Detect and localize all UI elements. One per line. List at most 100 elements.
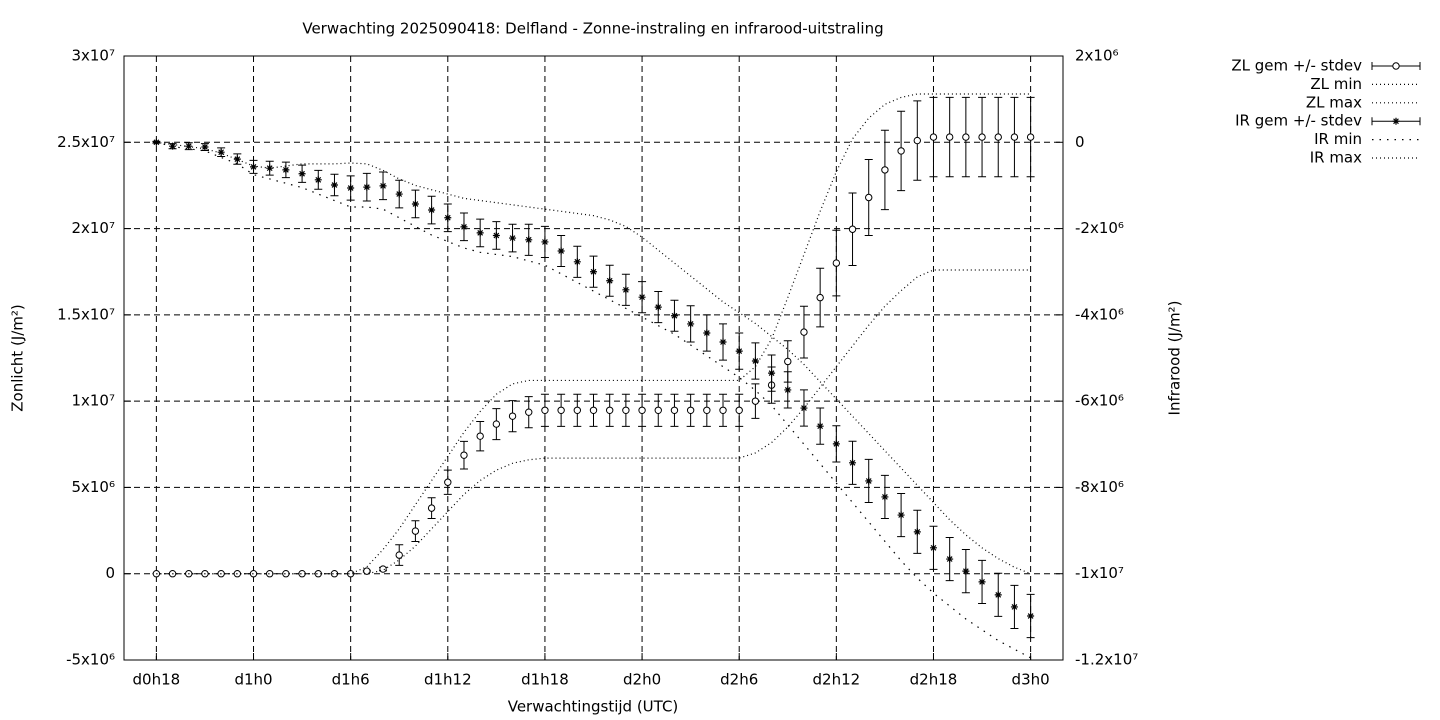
y2-tick-label: 0 [1075,133,1085,151]
legend-marker [1392,62,1400,70]
legend-label: ZL max [1306,93,1362,111]
data-point [946,555,954,563]
plot-frame [123,55,1064,661]
legend-label: IR min [1314,130,1362,148]
x-tick-label: d2h18 [910,671,958,689]
data-point [460,451,468,459]
data-point [849,459,857,467]
data-point [1027,612,1035,620]
data-point [978,133,986,141]
data-point [800,404,808,412]
data-point [460,223,468,231]
data-point [363,183,371,191]
y2-tick-label: -1.2x10⁷ [1075,651,1138,669]
x-tick-label: d2h12 [813,671,861,689]
y-axis-label: Zonlicht (J/m²) [9,304,27,412]
y2-tick-label: -2x10⁶ [1075,219,1124,237]
data-point [330,181,338,189]
y-tick-label: 0 [105,564,115,582]
data-point [152,138,160,146]
data-point [492,420,501,428]
data-point [379,565,387,573]
legend-label: ZL min [1310,75,1362,93]
x-tick-label: d2h6 [720,671,758,689]
y2-tick-label: 2x10⁶ [1075,47,1119,65]
data-point [654,406,662,414]
y2-tick-label: -1x10⁷ [1075,564,1124,582]
data-point [751,397,760,405]
data-point [557,406,565,414]
data-point [590,268,597,276]
data-point [266,570,274,578]
data-point [541,406,549,414]
data-point [832,259,841,267]
data-line [156,141,1031,575]
data-point [509,234,517,242]
data-point [686,406,695,414]
data-point [670,406,679,414]
data-point [363,567,371,575]
data-point [589,406,598,414]
data-point [573,258,581,266]
data-point [233,155,241,163]
x-tick-label: d1h18 [521,671,569,689]
y2-tick-label: -6x10⁶ [1075,392,1124,410]
data-point [282,570,290,578]
x-tick-label: d1h6 [332,671,370,689]
data-point [573,406,582,414]
chart-title: Verwachting 2025090418: Delfland - Zonne… [302,20,883,38]
data-point [525,236,533,244]
data-point [994,133,1002,141]
data-point [929,133,938,141]
data-point [654,303,662,311]
data-point [978,578,986,586]
data-point [670,312,678,320]
data-point [800,328,808,336]
y-tick-label: 3x10⁷ [71,47,115,65]
legend-marker [1392,117,1400,125]
data-point [1026,133,1035,141]
data-point [687,320,695,328]
data-line [156,141,1031,659]
data-point [314,176,322,184]
y-tick-label: 1x10⁷ [71,392,115,410]
x-axis-label: Verwachtingstijd (UTC) [508,698,679,716]
data-point [719,406,727,414]
data-point [379,182,387,190]
data-point [557,247,565,255]
data-point [476,432,484,440]
x-tick-label: d1h12 [424,671,472,689]
data-point [719,338,727,346]
data-point [347,184,355,192]
data-point [962,133,970,141]
data-point [250,163,258,171]
data-point [201,143,209,151]
data-point [1010,603,1018,611]
data-point [282,166,290,174]
data-point [541,238,549,246]
data-point [913,136,921,145]
y2-axis-label: Infrarood (J/m²) [1166,301,1184,416]
y-tick-label: 5x10⁶ [71,478,115,496]
data-point [638,293,646,301]
data-point [217,148,225,156]
data-point [298,570,306,578]
x-tick-label: d2h0 [623,671,661,689]
data-point [816,293,824,302]
data-point [638,406,646,414]
data-point [346,570,355,578]
data-point [525,408,533,416]
data-point [298,170,306,178]
data-point [945,133,954,141]
data-point [913,528,921,536]
y-tick-label: 2x10⁷ [71,219,115,237]
data-line [156,93,1031,575]
data-point [395,551,403,559]
data-point [768,369,776,377]
data-point [476,229,484,237]
y2-tick-label: -4x10⁶ [1075,305,1124,323]
data-point [622,286,630,294]
data-point [735,406,743,414]
data-point [605,406,614,414]
